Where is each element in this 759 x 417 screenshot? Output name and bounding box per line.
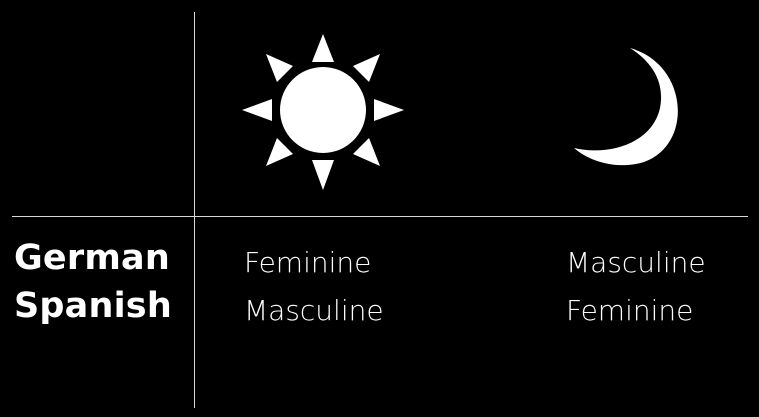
german-moon-gender: Masculine [566,246,706,279]
crescent-moon-icon [574,48,678,166]
row-label-german: German [14,238,170,278]
spanish-moon-gender: Feminine [566,294,694,327]
vertical-divider [194,12,195,408]
horizontal-divider [12,216,748,217]
german-sun-gender: Feminine [244,246,372,279]
spanish-sun-gender: Masculine [244,294,384,327]
sun-icon [242,34,404,190]
row-label-spanish: Spanish [14,286,172,326]
